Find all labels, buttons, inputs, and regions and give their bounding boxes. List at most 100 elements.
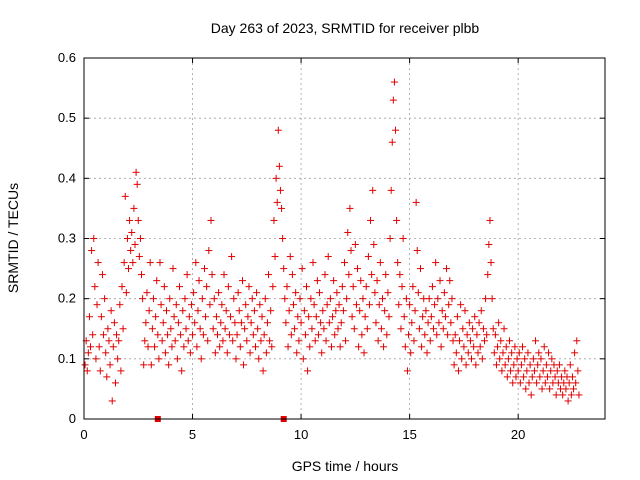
data-point — [416, 265, 424, 273]
data-point — [530, 367, 538, 375]
data-point — [450, 361, 458, 369]
data-point — [402, 295, 410, 303]
data-point — [300, 307, 308, 315]
data-point — [352, 301, 360, 309]
data-point — [551, 373, 559, 381]
data-point — [242, 301, 250, 309]
data-point — [350, 325, 358, 333]
data-point — [400, 313, 408, 321]
data-point — [490, 349, 498, 357]
data-point — [189, 331, 197, 339]
data-point — [536, 373, 544, 381]
data-point — [257, 337, 265, 345]
data-point — [431, 301, 439, 309]
data-point — [535, 349, 543, 357]
data-point — [217, 319, 225, 327]
data-point — [566, 361, 574, 369]
data-point — [162, 307, 170, 315]
data-point — [435, 319, 443, 327]
data-point — [95, 343, 103, 351]
data-point — [271, 253, 279, 261]
data-point — [310, 301, 318, 309]
data-point — [153, 277, 161, 285]
data-point — [348, 313, 356, 321]
data-point — [371, 289, 379, 297]
data-point — [88, 247, 96, 255]
data-point — [89, 331, 97, 339]
data-point — [428, 283, 436, 291]
data-point — [486, 216, 494, 224]
data-point — [564, 397, 572, 405]
data-point — [219, 337, 227, 345]
data-point — [84, 349, 92, 357]
data-point — [199, 331, 207, 339]
data-point — [136, 235, 144, 242]
data-point — [127, 247, 135, 255]
data-point — [419, 313, 427, 321]
data-point — [469, 325, 477, 333]
data-point — [432, 259, 440, 267]
data-point — [507, 367, 515, 375]
data-point — [245, 283, 253, 291]
data-point — [491, 331, 499, 339]
data-point — [399, 235, 407, 242]
data-point — [225, 331, 233, 339]
data-point — [221, 325, 229, 333]
data-point — [126, 216, 134, 224]
data-point — [463, 331, 471, 339]
data-point — [338, 283, 346, 291]
data-point — [389, 96, 397, 104]
data-point — [540, 343, 548, 351]
data-point — [407, 349, 415, 357]
data-point — [224, 283, 232, 291]
data-point — [248, 295, 256, 303]
data-point — [430, 325, 438, 333]
data-point — [439, 325, 447, 333]
data-point — [123, 235, 131, 242]
data-point — [174, 319, 182, 327]
data-point — [406, 301, 414, 309]
data-point — [254, 325, 262, 333]
data-point — [320, 325, 328, 333]
data-point — [279, 235, 287, 242]
data-point — [532, 337, 540, 345]
data-point — [344, 228, 352, 236]
data-point — [111, 379, 119, 387]
data-point — [355, 343, 363, 351]
data-point — [517, 361, 525, 369]
data-point — [478, 355, 486, 363]
data-point — [285, 307, 293, 315]
data-point — [565, 379, 573, 387]
data-point — [133, 180, 141, 188]
data-point — [275, 162, 283, 170]
data-point — [329, 313, 337, 321]
data-point — [541, 379, 549, 387]
data-point — [561, 367, 569, 375]
data-point — [501, 361, 509, 369]
data-point — [90, 235, 98, 242]
data-point — [436, 277, 444, 285]
data-point — [202, 313, 210, 321]
data-point — [180, 343, 188, 351]
data-point — [526, 361, 534, 369]
data-point — [472, 361, 480, 369]
data-point — [381, 307, 389, 315]
data-point — [152, 313, 160, 321]
data-point — [401, 343, 409, 351]
data-point — [545, 349, 553, 357]
y-tick-label: 0 — [69, 411, 76, 426]
data-point — [499, 349, 507, 357]
data-point — [194, 307, 202, 315]
data-point — [470, 343, 478, 351]
data-point — [529, 355, 537, 363]
data-point — [465, 319, 473, 327]
data-point — [512, 373, 520, 381]
data-point — [376, 259, 384, 267]
data-point — [173, 355, 181, 363]
data-point — [496, 355, 504, 363]
data-point — [474, 349, 482, 357]
data-point — [274, 126, 282, 134]
data-point — [281, 295, 289, 303]
data-point — [414, 289, 422, 297]
data-point — [479, 325, 487, 333]
